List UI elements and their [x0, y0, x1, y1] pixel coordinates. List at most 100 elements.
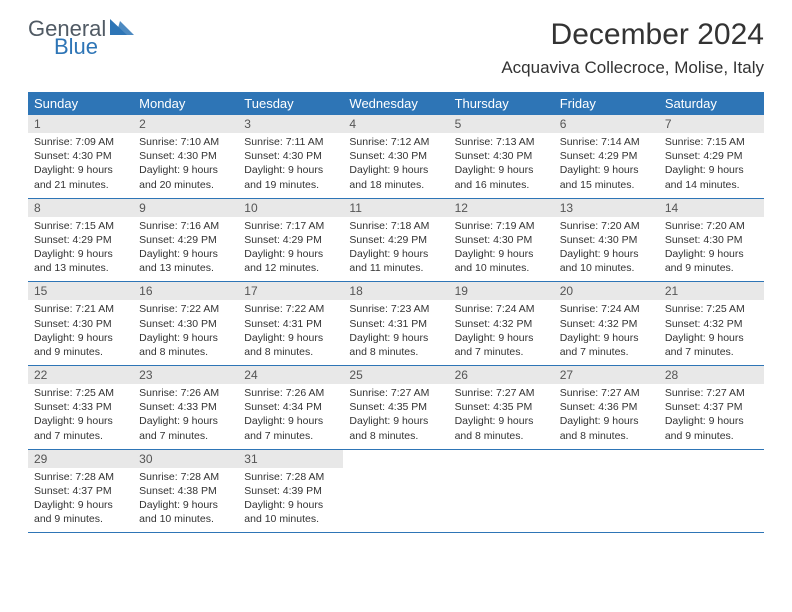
day-d1: Daylight: 9 hours	[554, 331, 659, 345]
week-row: 15Sunrise: 7:21 AMSunset: 4:30 PMDayligh…	[28, 282, 764, 366]
day-sunrise: Sunrise: 7:11 AM	[238, 135, 343, 149]
day-cell: 12Sunrise: 7:19 AMSunset: 4:30 PMDayligh…	[449, 199, 554, 282]
day-sunset: Sunset: 4:38 PM	[133, 484, 238, 498]
day-sunrise: Sunrise: 7:17 AM	[238, 219, 343, 233]
day-number: 20	[554, 282, 659, 300]
day-d1: Daylight: 9 hours	[554, 414, 659, 428]
day-number: 24	[238, 366, 343, 384]
day-sunrise: Sunrise: 7:26 AM	[238, 386, 343, 400]
day-sunset: Sunset: 4:33 PM	[133, 400, 238, 414]
day-cell: 30Sunrise: 7:28 AMSunset: 4:38 PMDayligh…	[133, 450, 238, 533]
day-d1: Daylight: 9 hours	[343, 163, 448, 177]
day-sunrise: Sunrise: 7:24 AM	[449, 302, 554, 316]
day-d2: and 7 minutes.	[554, 345, 659, 359]
day-sunrise: Sunrise: 7:24 AM	[554, 302, 659, 316]
day-sunset: Sunset: 4:30 PM	[343, 149, 448, 163]
day-number: 29	[28, 450, 133, 468]
day-number: 15	[28, 282, 133, 300]
day-sunset: Sunset: 4:37 PM	[28, 484, 133, 498]
day-sunrise: Sunrise: 7:14 AM	[554, 135, 659, 149]
day-sunrise: Sunrise: 7:20 AM	[659, 219, 764, 233]
day-d2: and 7 minutes.	[238, 429, 343, 443]
day-header-row: SundayMondayTuesdayWednesdayThursdayFrid…	[28, 93, 764, 115]
day-sunrise: Sunrise: 7:15 AM	[659, 135, 764, 149]
day-sunrise: Sunrise: 7:12 AM	[343, 135, 448, 149]
day-number: 2	[133, 115, 238, 133]
day-number: 3	[238, 115, 343, 133]
day-sunrise: Sunrise: 7:15 AM	[28, 219, 133, 233]
day-number: 4	[343, 115, 448, 133]
day-d2: and 16 minutes.	[449, 178, 554, 192]
day-cell	[343, 450, 448, 533]
day-number: 7	[659, 115, 764, 133]
day-d1: Daylight: 9 hours	[343, 331, 448, 345]
day-cell: 11Sunrise: 7:18 AMSunset: 4:29 PMDayligh…	[343, 199, 448, 282]
day-d1: Daylight: 9 hours	[659, 414, 764, 428]
day-d2: and 8 minutes.	[449, 429, 554, 443]
day-cell: 7Sunrise: 7:15 AMSunset: 4:29 PMDaylight…	[659, 115, 764, 198]
day-sunset: Sunset: 4:29 PM	[238, 233, 343, 247]
day-d1: Daylight: 9 hours	[133, 331, 238, 345]
day-sunrise: Sunrise: 7:22 AM	[238, 302, 343, 316]
day-d2: and 7 minutes.	[133, 429, 238, 443]
day-number: 6	[554, 115, 659, 133]
day-sunrise: Sunrise: 7:28 AM	[28, 470, 133, 484]
day-d2: and 15 minutes.	[554, 178, 659, 192]
day-header-cell: Monday	[133, 93, 238, 115]
day-d1: Daylight: 9 hours	[659, 331, 764, 345]
day-sunset: Sunset: 4:29 PM	[133, 233, 238, 247]
day-d2: and 9 minutes.	[659, 429, 764, 443]
day-d2: and 9 minutes.	[659, 261, 764, 275]
day-d1: Daylight: 9 hours	[449, 247, 554, 261]
day-d2: and 20 minutes.	[133, 178, 238, 192]
day-cell	[659, 450, 764, 533]
day-d1: Daylight: 9 hours	[449, 163, 554, 177]
day-d1: Daylight: 9 hours	[449, 331, 554, 345]
day-sunrise: Sunrise: 7:20 AM	[554, 219, 659, 233]
day-sunset: Sunset: 4:30 PM	[449, 233, 554, 247]
day-d1: Daylight: 9 hours	[28, 414, 133, 428]
day-sunrise: Sunrise: 7:22 AM	[133, 302, 238, 316]
day-number: 25	[343, 366, 448, 384]
day-cell: 17Sunrise: 7:22 AMSunset: 4:31 PMDayligh…	[238, 282, 343, 365]
day-d1: Daylight: 9 hours	[133, 414, 238, 428]
day-cell: 18Sunrise: 7:23 AMSunset: 4:31 PMDayligh…	[343, 282, 448, 365]
day-number: 1	[28, 115, 133, 133]
day-number: 23	[133, 366, 238, 384]
day-sunset: Sunset: 4:30 PM	[449, 149, 554, 163]
day-sunrise: Sunrise: 7:25 AM	[28, 386, 133, 400]
day-sunrise: Sunrise: 7:10 AM	[133, 135, 238, 149]
day-sunset: Sunset: 4:39 PM	[238, 484, 343, 498]
calendar: SundayMondayTuesdayWednesdayThursdayFrid…	[28, 92, 764, 533]
day-sunrise: Sunrise: 7:28 AM	[238, 470, 343, 484]
day-sunrise: Sunrise: 7:16 AM	[133, 219, 238, 233]
day-d2: and 10 minutes.	[133, 512, 238, 526]
day-number: 21	[659, 282, 764, 300]
day-cell: 4 Sunrise: 7:12 AMSunset: 4:30 PMDaylight…	[343, 115, 448, 198]
day-d1: Daylight: 9 hours	[28, 498, 133, 512]
day-d1: Daylight: 9 hours	[554, 163, 659, 177]
day-number: 11	[343, 199, 448, 217]
day-header-cell: Wednesday	[343, 93, 448, 115]
day-sunset: Sunset: 4:32 PM	[449, 317, 554, 331]
day-sunset: Sunset: 4:29 PM	[28, 233, 133, 247]
day-d1: Daylight: 9 hours	[659, 247, 764, 261]
day-d2: and 10 minutes.	[449, 261, 554, 275]
day-cell: 27Sunrise: 7:27 AMSunset: 4:36 PMDayligh…	[554, 366, 659, 449]
day-sunrise: Sunrise: 7:26 AM	[133, 386, 238, 400]
week-row: 8Sunrise: 7:15 AMSunset: 4:29 PMDaylight…	[28, 199, 764, 283]
day-sunrise: Sunrise: 7:27 AM	[659, 386, 764, 400]
day-number: 19	[449, 282, 554, 300]
day-d1: Daylight: 9 hours	[659, 163, 764, 177]
day-d2: and 8 minutes.	[554, 429, 659, 443]
day-cell: 24Sunrise: 7:26 AMSunset: 4:34 PMDayligh…	[238, 366, 343, 449]
logo-text-bottom: Blue	[54, 36, 136, 58]
day-number: 31	[238, 450, 343, 468]
day-cell: 16Sunrise: 7:22 AMSunset: 4:30 PMDayligh…	[133, 282, 238, 365]
day-sunset: Sunset: 4:32 PM	[659, 317, 764, 331]
day-sunset: Sunset: 4:30 PM	[28, 317, 133, 331]
day-d2: and 7 minutes.	[28, 429, 133, 443]
day-d2: and 13 minutes.	[133, 261, 238, 275]
day-sunset: Sunset: 4:30 PM	[28, 149, 133, 163]
day-cell: 9Sunrise: 7:16 AMSunset: 4:29 PMDaylight…	[133, 199, 238, 282]
